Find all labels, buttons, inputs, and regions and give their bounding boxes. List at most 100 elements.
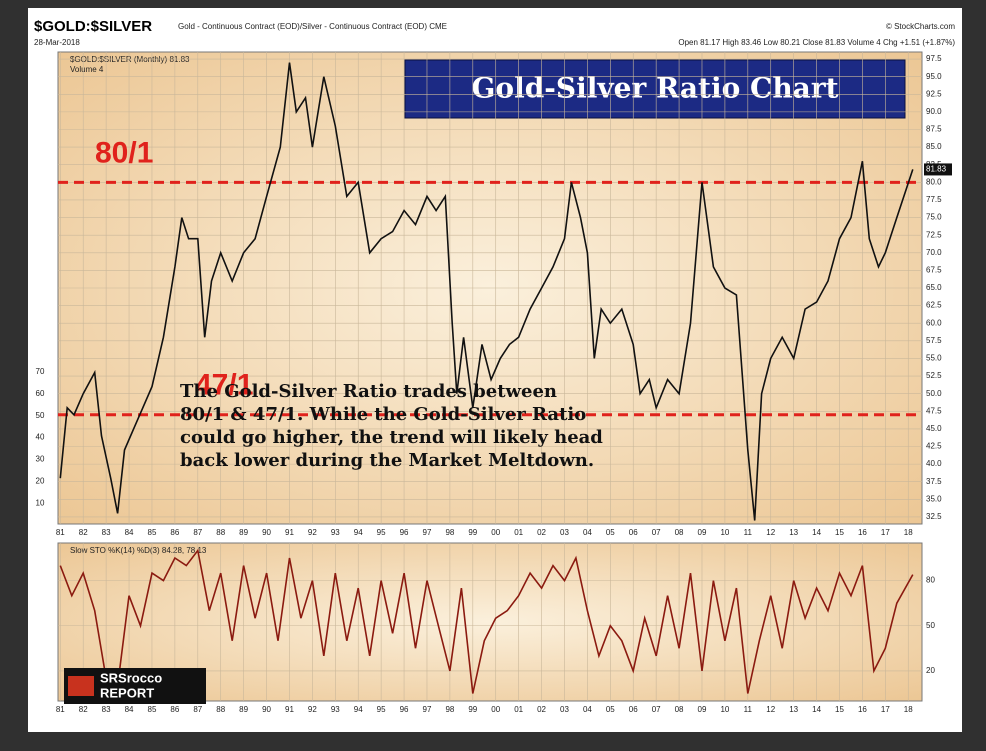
description: Gold - Continuous Contract (EOD)/Silver … xyxy=(178,22,447,31)
annotation: 80/1 & 47/1. While the Gold-Silver Ratio xyxy=(180,404,586,425)
x-tick-label: 89 xyxy=(239,705,248,714)
x-tick-label: 96 xyxy=(400,705,409,714)
x-tick-label: 07 xyxy=(652,528,661,537)
x-tick-label: 83 xyxy=(102,705,111,714)
y-tick-label: 80.0 xyxy=(926,177,942,186)
x-tick-label: 06 xyxy=(629,705,638,714)
y-tick-label: 55.0 xyxy=(926,354,942,363)
x-tick-label: 84 xyxy=(125,528,134,537)
sto-title: Slow STO %K(14) %D(3) 84.28, 78.13 xyxy=(70,546,207,555)
x-tick-label: 15 xyxy=(835,705,844,714)
x-tick-label: 96 xyxy=(400,528,409,537)
y-tick-label: 37.5 xyxy=(926,477,942,486)
y-tick-label: 80 xyxy=(926,576,935,585)
x-tick-label: 05 xyxy=(606,528,615,537)
x-tick-label: 99 xyxy=(468,528,477,537)
x-tick-label: 17 xyxy=(881,528,890,537)
x-tick-label: 92 xyxy=(308,528,317,537)
x-tick-label: 95 xyxy=(377,705,386,714)
last-value: 81.83 xyxy=(926,165,947,174)
x-tick-label: 87 xyxy=(193,528,202,537)
x-tick-label: 91 xyxy=(285,705,294,714)
x-tick-label: 87 xyxy=(193,705,202,714)
reference-label: 47/1 xyxy=(195,369,253,402)
y-tick-label: 95.0 xyxy=(926,72,942,81)
x-tick-label: 82 xyxy=(79,705,88,714)
x-tick-label: 93 xyxy=(331,705,340,714)
x-tick-label: 00 xyxy=(491,705,500,714)
x-tick-label: 03 xyxy=(560,528,569,537)
x-tick-label: 02 xyxy=(537,528,546,537)
x-tick-label: 99 xyxy=(468,705,477,714)
x-tick-label: 08 xyxy=(675,705,684,714)
y-tick-label: 50.0 xyxy=(926,389,942,398)
y-tick-label: 35.0 xyxy=(926,494,942,503)
y-tick-label: 87.5 xyxy=(926,125,942,134)
y2-tick-label: 60 xyxy=(36,389,45,398)
y-tick-label: 47.5 xyxy=(926,406,942,415)
source: © StockCharts.com xyxy=(886,22,955,31)
x-tick-label: 90 xyxy=(262,528,271,537)
x-tick-label: 06 xyxy=(629,528,638,537)
y-tick-label: 42.5 xyxy=(926,442,942,451)
x-tick-label: 08 xyxy=(675,528,684,537)
legend: Volume 4 xyxy=(70,65,104,74)
x-tick-label: 14 xyxy=(812,705,821,714)
x-tick-label: 17 xyxy=(881,705,890,714)
x-tick-label: 91 xyxy=(285,528,294,537)
x-tick-label: 88 xyxy=(216,705,225,714)
x-tick-label: 13 xyxy=(789,705,798,714)
chart-title: Gold-Silver Ratio Chart xyxy=(471,72,838,105)
x-tick-label: 11 xyxy=(744,705,753,714)
legend: $GOLD:$SILVER (Monthly) 81.83 xyxy=(70,55,190,64)
x-tick-label: 18 xyxy=(904,528,913,537)
x-tick-label: 04 xyxy=(583,705,592,714)
y2-tick-label: 70 xyxy=(36,367,45,376)
x-tick-label: 94 xyxy=(354,705,363,714)
y2-tick-label: 10 xyxy=(36,498,45,507)
y2-tick-label: 30 xyxy=(36,455,45,464)
y-tick-label: 52.5 xyxy=(926,371,942,380)
title-box xyxy=(404,59,906,119)
x-tick-label: 90 xyxy=(262,705,271,714)
y-tick-label: 92.5 xyxy=(926,89,942,98)
x-tick-label: 86 xyxy=(170,705,179,714)
x-tick-label: 09 xyxy=(698,528,707,537)
y-tick-label: 57.5 xyxy=(926,336,942,345)
y-tick-label: 50 xyxy=(926,621,935,630)
y-tick-label: 75.0 xyxy=(926,213,942,222)
x-tick-label: 07 xyxy=(652,705,661,714)
logo-icon xyxy=(68,676,94,696)
y-tick-label: 20 xyxy=(926,666,935,675)
x-tick-label: 15 xyxy=(835,528,844,537)
x-tick-label: 95 xyxy=(377,528,386,537)
x-tick-label: 03 xyxy=(560,705,569,714)
x-tick-label: 81 xyxy=(56,528,65,537)
y-tick-label: 40.0 xyxy=(926,459,942,468)
y-tick-label: 62.5 xyxy=(926,301,942,310)
x-tick-label: 09 xyxy=(698,705,707,714)
x-tick-label: 14 xyxy=(812,528,821,537)
y2-tick-label: 40 xyxy=(36,433,45,442)
x-tick-label: 04 xyxy=(583,528,592,537)
x-tick-label: 98 xyxy=(445,705,454,714)
x-tick-label: 92 xyxy=(308,705,317,714)
x-tick-label: 89 xyxy=(239,528,248,537)
x-tick-label: 13 xyxy=(789,528,798,537)
x-tick-label: 12 xyxy=(766,528,775,537)
y-tick-label: 60.0 xyxy=(926,318,942,327)
reference-label: 80/1 xyxy=(95,136,153,169)
x-tick-label: 02 xyxy=(537,705,546,714)
x-tick-label: 82 xyxy=(79,528,88,537)
x-tick-label: 81 xyxy=(56,705,65,714)
logo-text: REPORT xyxy=(100,685,154,700)
x-tick-label: 10 xyxy=(720,705,729,714)
y-tick-label: 45.0 xyxy=(926,424,942,433)
x-tick-label: 97 xyxy=(423,705,432,714)
x-tick-label: 12 xyxy=(766,705,775,714)
annotation: could go higher, the trend will likely h… xyxy=(180,427,603,448)
x-tick-label: 05 xyxy=(606,705,615,714)
x-tick-label: 84 xyxy=(125,705,134,714)
